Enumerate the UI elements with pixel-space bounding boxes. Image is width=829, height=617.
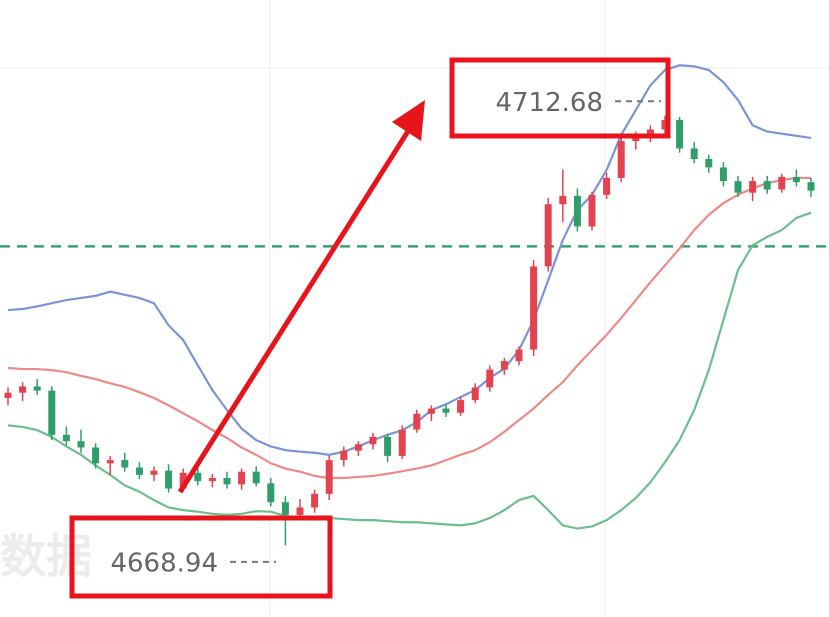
candle-body bbox=[763, 181, 771, 190]
candle-body bbox=[559, 195, 567, 205]
candle-body bbox=[515, 349, 523, 362]
candle-body bbox=[369, 436, 377, 445]
arrow-shaft bbox=[177, 126, 413, 494]
candle-body bbox=[427, 408, 435, 414]
candle-body bbox=[135, 467, 143, 475]
candle-body bbox=[150, 470, 158, 475]
candle-body bbox=[734, 181, 742, 193]
candle-body bbox=[705, 158, 713, 168]
candle-body bbox=[573, 195, 581, 227]
candle-body bbox=[4, 392, 12, 398]
candle-body bbox=[471, 387, 479, 401]
candle-body bbox=[165, 470, 173, 489]
candle-body bbox=[413, 413, 421, 430]
candle-body bbox=[646, 129, 654, 137]
candle-body bbox=[778, 176, 786, 190]
candle-body bbox=[340, 450, 348, 461]
candle-body bbox=[544, 204, 552, 267]
candle-body bbox=[281, 502, 289, 515]
candle-body bbox=[33, 386, 41, 391]
highlight-box bbox=[69, 515, 333, 599]
candle-body bbox=[238, 471, 246, 485]
price-label: 4668.94 bbox=[110, 548, 218, 578]
candle-body bbox=[603, 177, 611, 195]
band-line bbox=[7, 64, 812, 456]
candle-body bbox=[676, 120, 684, 149]
candle-body bbox=[442, 408, 450, 413]
candle-body bbox=[19, 386, 27, 393]
candle-body bbox=[661, 120, 669, 130]
candle-body bbox=[690, 148, 698, 159]
candle-body bbox=[500, 361, 508, 370]
candle-body bbox=[106, 460, 114, 464]
candle-body bbox=[354, 444, 362, 451]
candle-body bbox=[267, 483, 275, 503]
watermark: 数据 bbox=[0, 530, 92, 584]
candle-body bbox=[194, 472, 202, 482]
candle-body bbox=[792, 176, 800, 183]
candle-body bbox=[632, 136, 640, 142]
candle-body bbox=[325, 460, 333, 494]
candle-body bbox=[719, 167, 727, 182]
candle-body bbox=[252, 471, 260, 484]
candle-body bbox=[617, 141, 625, 178]
candle-body bbox=[588, 194, 596, 227]
candle-body bbox=[296, 507, 304, 515]
price-label: 4712.68 bbox=[495, 88, 603, 118]
candle-body bbox=[398, 429, 406, 456]
candle-body bbox=[486, 369, 494, 388]
highlight-box bbox=[449, 57, 671, 139]
candle-body bbox=[208, 478, 216, 482]
candle-body bbox=[311, 493, 319, 508]
candle-body bbox=[457, 400, 465, 413]
band-line bbox=[7, 211, 812, 530]
candle-body bbox=[749, 181, 757, 193]
candle-body bbox=[48, 390, 56, 435]
candle-body bbox=[223, 478, 231, 485]
candle-body bbox=[530, 266, 538, 350]
candle-body bbox=[77, 441, 85, 448]
plot: 4712.68 4668.94 bbox=[0, 57, 829, 599]
candle-body bbox=[384, 436, 392, 456]
band-line bbox=[7, 176, 811, 480]
candle-body bbox=[62, 434, 70, 442]
candle-body bbox=[179, 472, 187, 489]
candle-body bbox=[807, 182, 815, 191]
candle-body bbox=[92, 447, 100, 464]
candle-body bbox=[121, 460, 129, 468]
arrow-head bbox=[392, 100, 425, 141]
